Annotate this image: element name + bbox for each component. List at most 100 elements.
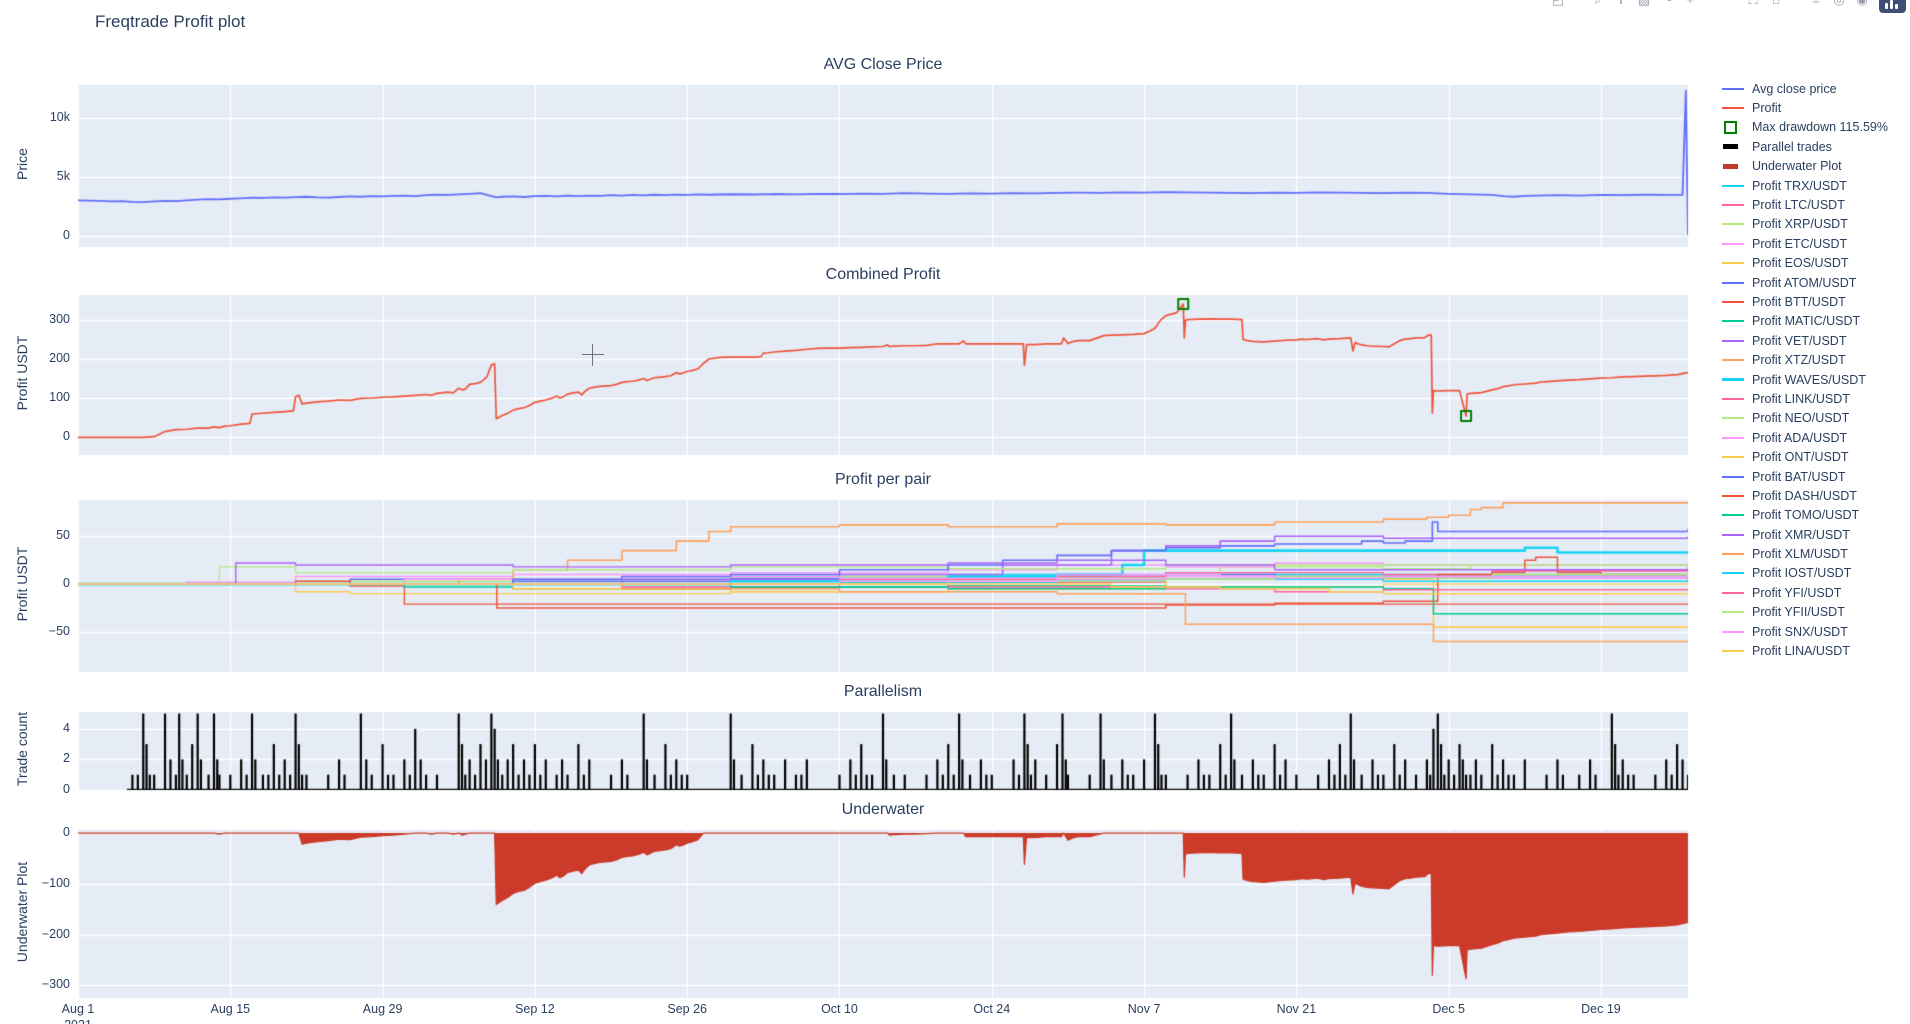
- legend-swatch-icon: [1722, 320, 1748, 323]
- modebar: ◰ ⌕ ✛ ▧ 〜 +− ⛶ ⌂ ≡ ◎ ◉: [1550, 0, 1870, 9]
- modebar-download-plot-camera-icon[interactable]: ◰: [1550, 0, 1566, 9]
- legend-item-profit-etc-usdt[interactable]: Profit ETC/USDT: [1722, 234, 1888, 253]
- legend-item-profit-atom-usdt[interactable]: Profit ATOM/USDT: [1722, 273, 1888, 292]
- legend-item-profit-dash-usdt[interactable]: Profit DASH/USDT: [1722, 486, 1888, 505]
- y-tick-label: −100: [41, 875, 70, 890]
- legend-item-max-drawdown-115-59-[interactable]: Max drawdown 115.59%: [1722, 118, 1888, 137]
- legend-swatch-icon: [1722, 611, 1748, 614]
- y-tick-label: 300: [49, 312, 70, 327]
- modebar-hover-compare-icon[interactable]: ◉: [1854, 0, 1870, 9]
- modebar-pan-icon[interactable]: ✛: [1613, 0, 1629, 9]
- legend-item-profit-neo-usdt[interactable]: Profit NEO/USDT: [1722, 409, 1888, 428]
- legend-item-profit-xlm-usdt[interactable]: Profit XLM/USDT: [1722, 544, 1888, 563]
- modebar-zoom-in-icon[interactable]: +: [1682, 0, 1698, 9]
- legend-item-profit-ada-usdt[interactable]: Profit ADA/USDT: [1722, 428, 1888, 447]
- legend-item-avg-close-price[interactable]: Avg close price: [1722, 79, 1888, 98]
- legend-item-label: Profit YFII/USDT: [1752, 605, 1845, 620]
- subplot-title-parallelism: Parallelism: [843, 683, 923, 700]
- legend-swatch-icon: [1722, 650, 1748, 653]
- legend-item-profit-lina-usdt[interactable]: Profit LINA/USDT: [1722, 641, 1888, 660]
- legend-item-profit-matic-usdt[interactable]: Profit MATIC/USDT: [1722, 312, 1888, 331]
- legend-item-label: Profit TRX/USDT: [1752, 178, 1847, 193]
- x-tick-label: Oct 24: [973, 1002, 1011, 1016]
- legend-item-profit-iost-usdt[interactable]: Profit IOST/USDT: [1722, 564, 1888, 583]
- legend-item-parallel-trades[interactable]: Parallel trades: [1722, 137, 1888, 156]
- legend-item-label: Profit IOST/USDT: [1752, 566, 1852, 581]
- legend-item-label: Profit XTZ/USDT: [1752, 353, 1846, 368]
- legend-item-label: Profit LINK/USDT: [1752, 391, 1850, 406]
- legend-swatch-icon: [1722, 378, 1748, 382]
- legend-swatch-icon: [1722, 494, 1748, 497]
- legend-item-profit-trx-usdt[interactable]: Profit TRX/USDT: [1722, 176, 1888, 195]
- y-tick-label: 100: [49, 390, 70, 405]
- legend-swatch-icon: [1722, 436, 1748, 439]
- legend-item-label: Profit DASH/USDT: [1752, 488, 1857, 503]
- legend-item-profit-tomo-usdt[interactable]: Profit TOMO/USDT: [1722, 506, 1888, 525]
- y-tick-label: 5k: [56, 169, 70, 184]
- x-tick-label: Aug 12021: [61, 1002, 95, 1024]
- legend-item-label: Profit ADA/USDT: [1752, 430, 1848, 445]
- legend-item-profit-xtz-usdt[interactable]: Profit XTZ/USDT: [1722, 350, 1888, 369]
- legend-item-profit[interactable]: Profit: [1722, 98, 1888, 117]
- legend-swatch-icon: [1722, 591, 1748, 594]
- x-tick-label: Sep 26: [667, 1002, 707, 1016]
- page-title: Freqtrade Profit plot: [95, 12, 246, 31]
- legend-swatch-icon: [1722, 553, 1748, 556]
- x-tick-label: Aug 29: [362, 1002, 403, 1016]
- legend-item-label: Profit LTC/USDT: [1752, 198, 1845, 213]
- modebar-box-select-icon[interactable]: ▧: [1636, 0, 1652, 9]
- legend-item-label: Profit VET/USDT: [1752, 333, 1847, 348]
- legend-item-profit-vet-usdt[interactable]: Profit VET/USDT: [1722, 331, 1888, 350]
- legend-item-profit-link-usdt[interactable]: Profit LINK/USDT: [1722, 389, 1888, 408]
- legend-swatch-icon: [1722, 144, 1748, 150]
- y-tick-label: 4: [63, 720, 70, 735]
- modebar-reset-axes-icon[interactable]: ⌂: [1768, 0, 1784, 9]
- legend-item-profit-yfii-usdt[interactable]: Profit YFII/USDT: [1722, 603, 1888, 622]
- legend-item-label: Profit MATIC/USDT: [1752, 314, 1861, 329]
- y-tick-label: −300: [41, 977, 70, 992]
- legend-item-profit-bat-usdt[interactable]: Profit BAT/USDT: [1722, 467, 1888, 486]
- legend-swatch-icon: [1722, 184, 1748, 187]
- legend-item-label: Underwater Plot: [1752, 159, 1842, 174]
- legend-item-profit-snx-usdt[interactable]: Profit SNX/USDT: [1722, 622, 1888, 641]
- legend-swatch-icon: [1722, 475, 1748, 478]
- legend-item-profit-yfi-usdt[interactable]: Profit YFI/USDT: [1722, 583, 1888, 602]
- legend-item-label: Profit WAVES/USDT: [1752, 372, 1866, 387]
- legend-swatch-icon: [1722, 359, 1748, 362]
- y-tick-label: −200: [41, 926, 70, 941]
- y-tick-label: 0: [63, 576, 70, 591]
- y-tick-label: 0: [63, 825, 70, 840]
- legend-item-profit-eos-usdt[interactable]: Profit EOS/USDT: [1722, 254, 1888, 273]
- legend-swatch-icon: [1722, 572, 1748, 575]
- legend-item-profit-ltc-usdt[interactable]: Profit LTC/USDT: [1722, 195, 1888, 214]
- legend-item-label: Avg close price: [1752, 81, 1837, 96]
- legend-swatch-icon: [1722, 533, 1748, 536]
- modebar-lasso-select-icon[interactable]: 〜: [1659, 0, 1675, 9]
- legend-swatch-icon: [1722, 514, 1748, 517]
- x-tick-label: Nov 7: [1127, 1002, 1161, 1016]
- y-tick-label: 2: [63, 751, 70, 766]
- legend-item-profit-ont-usdt[interactable]: Profit ONT/USDT: [1722, 447, 1888, 466]
- legend-item-profit-waves-usdt[interactable]: Profit WAVES/USDT: [1722, 370, 1888, 389]
- legend-item-underwater-plot[interactable]: Underwater Plot: [1722, 157, 1888, 176]
- plotly-logo[interactable]: [1879, 0, 1906, 13]
- modebar-zoom-icon[interactable]: ⌕: [1590, 0, 1606, 9]
- legend-item-label: Profit XLM/USDT: [1752, 547, 1848, 562]
- legend-swatch-icon: [1722, 262, 1748, 265]
- legend-item-label: Max drawdown 115.59%: [1752, 120, 1888, 135]
- yaxis-label-underwater-plot: Underwater Plot: [14, 861, 30, 963]
- legend-item-profit-xmr-usdt[interactable]: Profit XMR/USDT: [1722, 525, 1888, 544]
- modebar-zoom-out-icon[interactable]: −: [1705, 0, 1721, 9]
- modebar-autoscale-icon[interactable]: ⛶: [1745, 0, 1761, 9]
- legend-item-profit-btt-usdt[interactable]: Profit BTT/USDT: [1722, 292, 1888, 311]
- modebar-hover-closest-icon[interactable]: ◎: [1831, 0, 1847, 9]
- y-tick-label: 200: [49, 351, 70, 366]
- legend-square-marker-icon: [1722, 120, 1748, 134]
- y-tick-label: 0: [63, 782, 70, 796]
- legend-item-label: Profit NEO/USDT: [1752, 411, 1850, 426]
- legend-item-profit-xrp-usdt[interactable]: Profit XRP/USDT: [1722, 215, 1888, 234]
- yaxis-label-trade-count: Trade count: [14, 711, 30, 787]
- modebar-toggle-spikelines-icon[interactable]: ≡: [1808, 0, 1824, 9]
